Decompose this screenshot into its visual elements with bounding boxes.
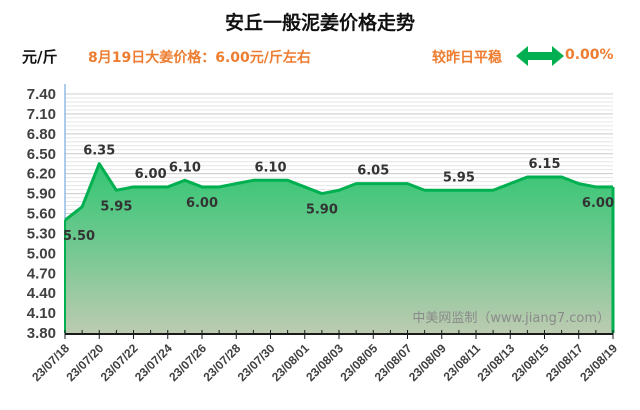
data-label: 6.15 <box>528 157 560 172</box>
price-area <box>64 162 615 333</box>
y-axis: 7.40 7.10 6.80 6.50 6.20 5.90 5.60 5.30 5.00 4.70… <box>27 84 66 342</box>
data-label: 5.90 <box>306 203 338 218</box>
today-price-text: 8月19日大姜价格：6.00元/斤左右 <box>88 50 311 66</box>
y-tick-label: 6.20 <box>27 166 56 183</box>
data-label: 6.00 <box>135 167 167 182</box>
data-labels: 5.506.355.956.00 6.106.006.105.906.05 5.95… <box>63 144 614 244</box>
x-axis: 23/07/1823/07/2023/07/2223/07/2423/07/26… <box>29 330 620 384</box>
double-arrow-icon <box>516 46 564 66</box>
y-tick-label: 5.60 <box>27 206 56 223</box>
data-label: 6.10 <box>169 160 201 175</box>
x-tick-label: 23/08/09 <box>406 341 449 384</box>
y-tick-label: 6.50 <box>27 146 56 163</box>
y-tick-label: 5.00 <box>27 245 56 262</box>
unit-label: 元/斤 <box>22 48 58 66</box>
data-label: 6.00 <box>186 196 218 211</box>
y-tick-label: 5.90 <box>27 186 56 203</box>
y-tick-label: 4.70 <box>27 265 56 282</box>
y-tick-label: 4.10 <box>27 305 56 322</box>
y-tick-label: 4.40 <box>27 285 56 302</box>
y-tick-label: 3.80 <box>27 325 56 342</box>
data-label: 5.50 <box>63 229 95 244</box>
y-tick-label: 7.40 <box>27 86 56 103</box>
x-tick-label: 23/08/19 <box>577 341 620 384</box>
change-label: 较昨日平稳 <box>432 50 502 66</box>
y-tick-label: 7.10 <box>27 106 56 123</box>
data-label: 6.00 <box>582 196 614 211</box>
watermark: 中美网监制（www.jiang7.com） <box>412 311 610 326</box>
data-label: 5.95 <box>443 170 475 185</box>
data-label: 6.10 <box>254 160 286 175</box>
data-label: 6.35 <box>83 144 115 159</box>
y-tick-label: 6.80 <box>27 126 56 143</box>
y-tick-label: 5.30 <box>27 225 56 242</box>
data-label: 5.95 <box>100 199 132 214</box>
data-label: 6.05 <box>357 164 389 179</box>
change-percent: 0.00% <box>565 47 614 63</box>
chart-title: 安丘一般泥姜价格走势 <box>224 12 415 34</box>
